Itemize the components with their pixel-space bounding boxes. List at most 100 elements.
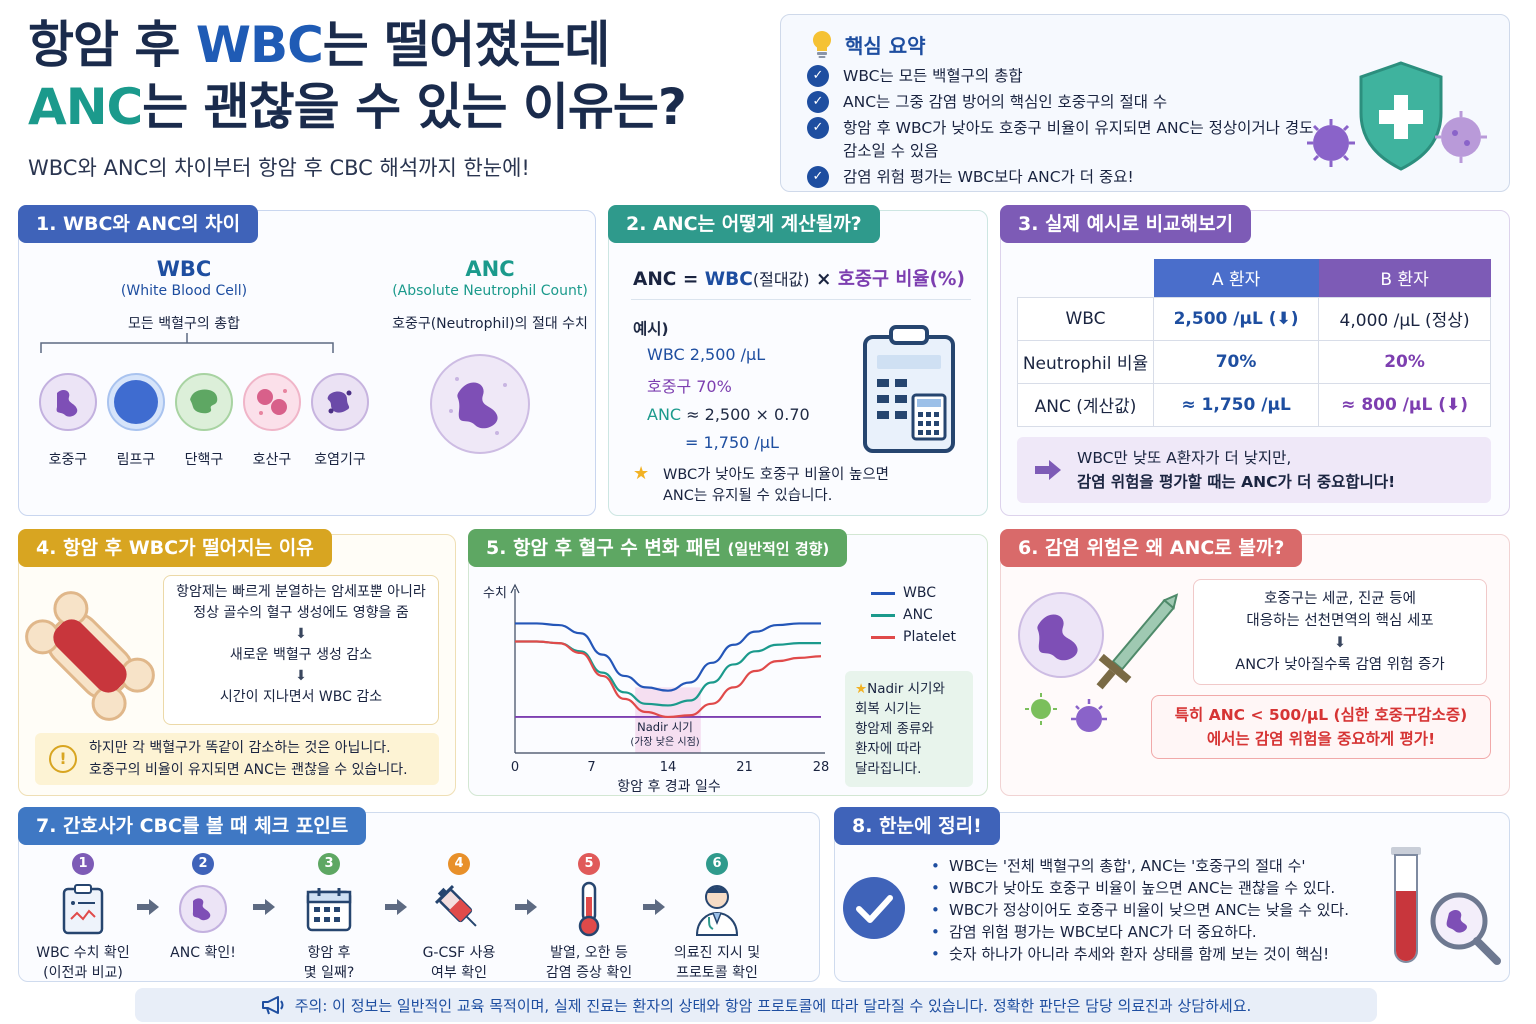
table-row: Neutrophil 비율 70% 20% — [1017, 339, 1491, 384]
star-icon: ★ — [855, 681, 868, 697]
check-circle-icon — [843, 877, 905, 939]
legend-label: Platelet — [903, 629, 957, 645]
bone-marrow-icon — [25, 591, 155, 721]
step-arrow-icon — [137, 899, 159, 915]
down-arrow-icon: ⬇ — [295, 626, 307, 642]
section-tag: 7. 간호사가 CBC를 볼 때 체크 포인트 — [18, 807, 367, 845]
x-tick-label: 28 — [813, 760, 830, 775]
section-infection-risk: 6. 감염 위험은 왜 ANC로 볼까? 호중구는 세균, 진균 등에 대응하는… — [1000, 529, 1510, 796]
clipboard-calculator-icon — [863, 325, 955, 453]
cause-flow-box: 항암제는 빠르게 분열하는 암세포뿐 아니라 정상 골수의 혈구 생성에도 영향… — [163, 575, 439, 725]
example-label: 예시) — [633, 320, 669, 338]
neutrophil-sword-illustration — [1018, 592, 1179, 732]
virus-icon — [1025, 693, 1057, 725]
clipboard-chart-icon — [62, 884, 104, 935]
step-arrow-icon — [515, 899, 537, 915]
checkpoint-step-4: 4 G-CSF 사용 여부 확인 — [401, 853, 517, 983]
step-arrow-icon — [385, 899, 407, 915]
series-line-wbc — [515, 622, 821, 692]
step-arrow-icon — [253, 899, 275, 915]
cell-label: 림프구 — [116, 452, 156, 468]
legend-swatch — [871, 591, 895, 595]
list-item: 감염 위험 평가는 WBC보다 ANC가 더 중요하다. — [927, 921, 1349, 943]
table-row: ANC (계산값) ≈ 1,750 /μL ≈ 800 /μL (⬇) — [1017, 382, 1491, 427]
page-subtitle: WBC와 ANC의 차이부터 항암 후 CBC 해석까지 한눈에! — [28, 156, 530, 180]
down-arrow-icon: ⬇ — [295, 668, 307, 684]
section-anc-calculation: 2. ANC는 어떻게 계산될까? ANC = WBC(절대값) × 호중구 비… — [608, 205, 988, 516]
virus-icon — [1071, 699, 1107, 732]
neutrophil-icon — [179, 885, 227, 933]
virus-icon — [1307, 119, 1355, 167]
section-blood-count-pattern: 5. 항암 후 혈구 수 변화 패턴 (일반적인 경향) 수치 0 7 14 21 28… — [468, 529, 988, 796]
arrow-right-icon — [1035, 460, 1061, 480]
warning-icon: ! — [49, 745, 77, 773]
page-title-line-1: 항암 후 WBC는 떨어졌는데 — [28, 16, 610, 74]
table-header-row: A 환자 B 환자 — [1018, 259, 1491, 297]
summary-title: 핵심 요약 — [809, 29, 926, 59]
monocyte-icon — [175, 373, 233, 431]
page-title-line-2: ANC는 괜찮을 수 있는 이유는? — [28, 78, 687, 136]
cell-label: 단핵구 — [184, 452, 224, 468]
megaphone-icon — [261, 996, 284, 1015]
x-tick-label: 14 — [660, 760, 677, 775]
col-header-b: B 환자 — [1318, 259, 1491, 297]
syringe-icon — [434, 884, 477, 927]
section-tag: 8. 한눈에 정리! — [834, 807, 1000, 845]
example-wbc: WBC 2,500 /μL — [647, 345, 766, 364]
legend-item: Platelet — [871, 629, 956, 645]
example-neutrophil: 호중구 70% — [647, 377, 732, 396]
check-icon: ✓ — [807, 91, 829, 113]
list-item: WBC는 '전체 백혈구의 총합', ANC는 '호중구의 절대 수' — [927, 855, 1349, 877]
section-tag: 5. 항암 후 혈구 수 변화 패턴 (일반적인 경향) — [468, 529, 848, 567]
blood-tube-magnifier-icon — [1391, 847, 1501, 965]
comparison-table: A 환자 B 환자 WBC 2,500 /μL (⬇) 4,000 /μL (정… — [1017, 259, 1491, 427]
section-tag: 3. 실제 예시로 비교해보기 — [1000, 205, 1252, 243]
eosinophil-icon — [243, 373, 301, 431]
legend-label: WBC — [903, 585, 936, 601]
section-tag: 6. 감염 위험은 왜 ANC로 볼까? — [1000, 529, 1303, 567]
list-item: WBC가 낮아도 호중구 비율이 높으면 ANC는 괜찮을 수 있다. — [927, 877, 1349, 899]
checkpoint-step-5: 5 발열, 오한 등 감염 증상 확인 — [531, 853, 647, 983]
section-wbc-vs-anc: 1. WBC와 ANC의 차이 WBC (White Blood Cell) 모… — [18, 205, 596, 516]
summary-points: WBC는 '전체 백혈구의 총합', ANC는 '호중구의 절대 수' WBC가… — [927, 855, 1349, 965]
table-row: WBC 2,500 /μL (⬇) 4,000 /μL (정상) — [1017, 296, 1491, 341]
nadir-highlight — [635, 687, 701, 753]
section-tag: 1. WBC와 ANC의 차이 — [18, 205, 259, 243]
x-axis-label: 항암 후 경과 일수 — [617, 779, 721, 795]
example-result: = 1,750 /μL — [685, 433, 779, 452]
down-arrow-icon: ⬇ — [1333, 635, 1347, 651]
summary-item: ✓ 항암 후 WBC가 낮아도 호중구 비율이 유지되면 ANC는 정상이거나 경… — [807, 117, 1327, 163]
summary-item: ✓ WBC는 모든 백혈구의 총합 — [807, 65, 1327, 88]
doctor-icon — [695, 885, 739, 936]
nadir-sublabel: (가장 낮은 시점) — [630, 736, 699, 748]
section-nurse-checkpoints: 7. 간호사가 CBC를 볼 때 체크 포인트 1 WBC 수치 확인 (이전과 … — [18, 807, 820, 983]
calc-note: WBC가 낮아도 호중구 비율이 높으면 ANC는 유지될 수 있습니다. — [663, 467, 890, 504]
comparison-note: WBC만 낮또 A환자가 더 낮지만, 감염 위험을 평가할 때는 ANC가 더 … — [1017, 437, 1491, 503]
infection-mechanism-box: 호중구는 세균, 진균 등에 대응하는 선천면역의 핵심 세포 ⬇ ANC가 낮… — [1193, 579, 1487, 685]
x-tick-label: 7 — [587, 760, 595, 775]
neutrophil-icon — [39, 373, 97, 431]
calendar-icon — [306, 888, 352, 932]
neutrophil-large-icon — [430, 354, 530, 454]
blood-count-chart: 수치 0 7 14 21 28 Nadir 시기 (가장 낮은 시점) 항암 후 경과 … — [483, 583, 830, 795]
list-item: WBC가 정상이어도 호중구 비율이 낮으면 ANC는 낮을 수 있다. — [927, 899, 1349, 921]
divider — [631, 299, 971, 300]
star-icon: ★ — [633, 463, 650, 484]
anc-heading: ANC (Absolute Neutrophil Count) 호중구(Neut… — [392, 257, 588, 332]
cell-row: 호중구 림프구 단핵구 호산구 호염기구 — [35, 371, 369, 481]
section-tag: 4. 항암 후 WBC가 떨어지는 이유 — [18, 529, 332, 567]
cell-label: 호산구 — [252, 452, 292, 468]
section-tag: 2. ANC는 어떻게 계산될까? — [608, 205, 880, 243]
section-why-wbc-drops: 4. 항암 후 WBC가 떨어지는 이유 항암제는 빠르게 분열하는 암세포뿐 … — [18, 529, 456, 796]
lymphocyte-icon — [107, 373, 165, 431]
series-line-platelet — [514, 640, 822, 719]
legend-swatch — [871, 613, 895, 617]
chart-legend: WBC ANC Platelet — [871, 585, 956, 651]
title-block: 항암 후 WBC는 떨어졌는데 ANC는 괜찮을 수 있는 이유는? WBC와 … — [28, 14, 768, 182]
warning-box: ! 하지만 각 백혈구가 똑같이 감소하는 것은 아닙니다. 호중구의 비율이 유… — [35, 733, 439, 785]
col-header-a: A 환자 — [1153, 259, 1319, 297]
wbc-heading: WBC (White Blood Cell) 모든 백혈구의 총합 — [120, 257, 248, 332]
severe-neutropenia-alert: 특히 ANC < 500/μL (심한 호중구감소증) 에서는 감염 위험을 중… — [1151, 695, 1491, 759]
checkpoint-step-6: 6 의료진 지시 및 프로토콜 확인 — [659, 853, 775, 983]
